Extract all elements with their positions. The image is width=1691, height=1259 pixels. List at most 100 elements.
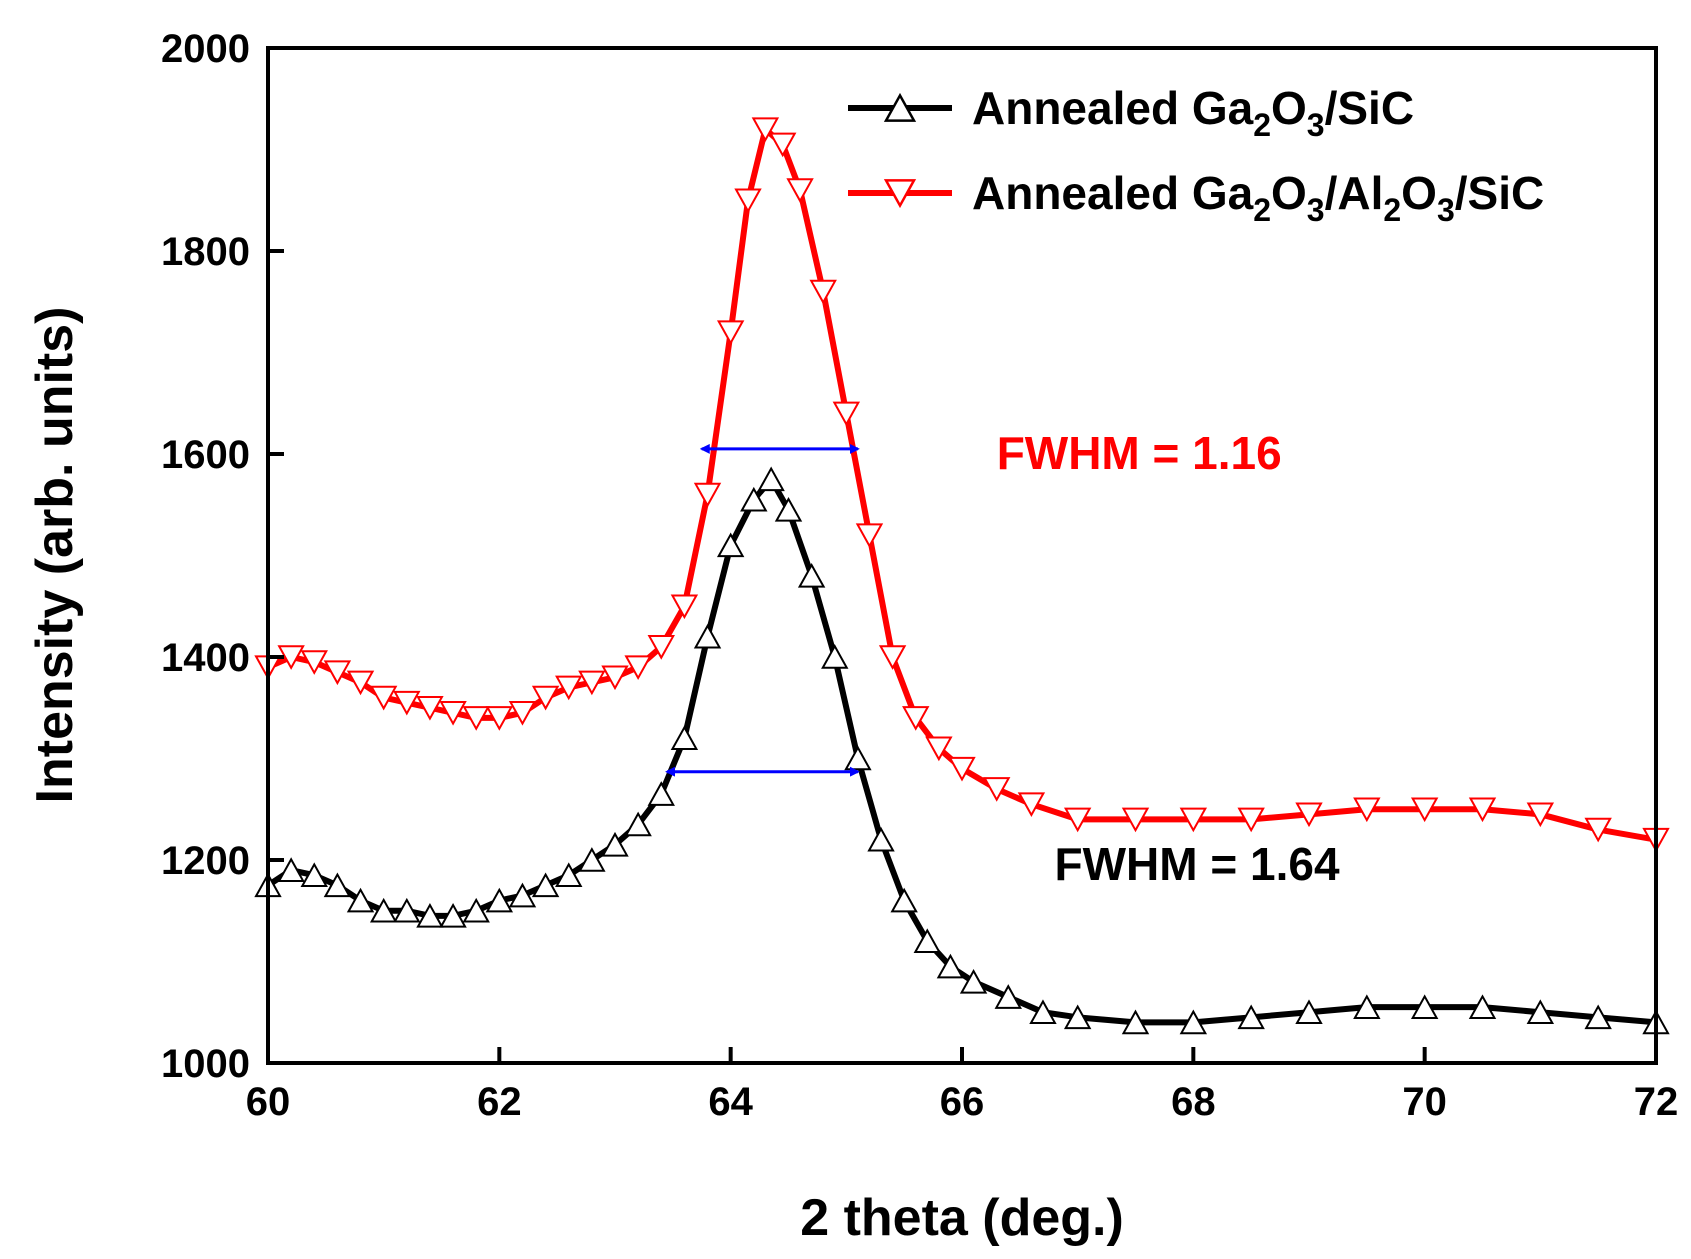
x-axis: 60 62 64 66 68 70 72	[246, 1047, 1679, 1124]
data-point	[1179, 1009, 1208, 1035]
annotation-layer: FWHM = 1.16 FWHM = 1.64	[665, 427, 1340, 890]
fwhm-label: FWHM = 1.64	[1055, 838, 1340, 890]
legend-marker	[883, 92, 917, 122]
data-point	[462, 897, 490, 923]
data-point	[670, 725, 699, 750]
data-point	[693, 482, 722, 508]
data-point	[277, 857, 305, 882]
data-point	[485, 887, 514, 913]
data-point	[416, 902, 444, 928]
fwhm-label: FWHM = 1.16	[997, 427, 1282, 479]
series-1	[254, 466, 1670, 1035]
data-point	[1584, 817, 1612, 843]
x-tick-label: 68	[1171, 1080, 1216, 1124]
data-point	[797, 562, 826, 588]
x-tick-label: 72	[1634, 1080, 1679, 1124]
data-point	[508, 882, 537, 908]
data-point	[959, 968, 988, 994]
data-point	[716, 532, 745, 558]
data-point	[983, 777, 1011, 802]
data-point	[531, 685, 560, 711]
data-point	[734, 188, 762, 214]
data-point	[277, 645, 305, 670]
y-axis: 1000 1200 1400 1600 1800 2000	[161, 27, 284, 1086]
data-point	[769, 132, 797, 158]
data-point	[323, 660, 352, 686]
x-axis-label: 2 theta (deg.)	[800, 1189, 1124, 1247]
data-point	[601, 665, 629, 691]
data-point	[555, 862, 583, 888]
data-point	[1237, 1004, 1265, 1030]
y-tick-label: 1600	[161, 433, 250, 477]
data-point	[485, 706, 514, 731]
data-point	[740, 486, 768, 512]
data-point	[346, 887, 375, 913]
series-line	[266, 476, 1657, 1026]
data-point	[369, 897, 398, 923]
data-point	[890, 887, 918, 913]
y-tick-label: 1000	[161, 1042, 250, 1086]
data-point	[1063, 807, 1092, 833]
data-point	[878, 645, 907, 670]
data-point	[1295, 999, 1323, 1025]
data-point	[1353, 797, 1381, 823]
data-point	[1353, 994, 1381, 1019]
data-point	[624, 655, 652, 681]
data-point	[1017, 792, 1046, 818]
data-point	[555, 675, 583, 701]
data-point	[994, 984, 1022, 1009]
x-tick-label: 66	[940, 1080, 985, 1124]
data-point	[716, 320, 745, 346]
x-tick-label: 62	[477, 1080, 522, 1124]
data-point	[346, 670, 375, 696]
series-line	[266, 126, 1657, 843]
y-tick-label: 2000	[161, 27, 250, 71]
data-point	[936, 953, 965, 979]
data-point	[1237, 807, 1265, 833]
data-point	[439, 701, 467, 726]
data-point	[393, 690, 421, 716]
data-point	[1526, 802, 1555, 828]
legend-marker	[883, 179, 917, 209]
data-point	[508, 701, 537, 726]
series-2	[254, 117, 1670, 853]
data-point	[300, 862, 328, 888]
data-point	[1121, 807, 1150, 833]
data-point	[369, 685, 398, 711]
data-point	[1584, 1004, 1612, 1030]
data-point	[925, 736, 953, 762]
legend-entry-1: Annealed Ga2O3/SiC	[848, 82, 1414, 143]
data-point	[786, 178, 814, 203]
data-point	[774, 496, 803, 522]
data-point	[809, 279, 837, 305]
y-tick-label: 1200	[161, 839, 250, 883]
legend-label: Annealed Ga2O3/SiC	[972, 82, 1414, 143]
data-point	[1410, 797, 1439, 823]
data-point	[578, 670, 606, 696]
data-point	[323, 872, 352, 898]
data-point	[832, 401, 861, 427]
data-point	[1410, 994, 1439, 1019]
data-point	[531, 872, 560, 898]
data-point	[439, 902, 467, 928]
data-point	[693, 623, 722, 649]
data-point	[902, 706, 930, 731]
data-point	[1029, 999, 1057, 1025]
legend: Annealed Ga2O3/SiC Annealed Ga2O3/Al2O3/S…	[848, 82, 1544, 228]
data-point	[670, 594, 699, 620]
data-point	[1179, 807, 1208, 833]
x-tick-label: 60	[246, 1080, 291, 1124]
data-point	[867, 826, 895, 852]
data-point	[948, 756, 976, 782]
data-point	[757, 466, 785, 492]
series-layer	[254, 117, 1670, 1035]
data-point	[601, 831, 629, 857]
legend-entry-2: Annealed Ga2O3/Al2O3/SiC	[848, 167, 1544, 228]
data-point	[1063, 1004, 1092, 1030]
data-point	[1468, 994, 1497, 1019]
y-tick-label: 1400	[161, 636, 250, 680]
data-point	[624, 811, 652, 837]
data-point	[416, 695, 444, 721]
data-point	[300, 650, 328, 675]
